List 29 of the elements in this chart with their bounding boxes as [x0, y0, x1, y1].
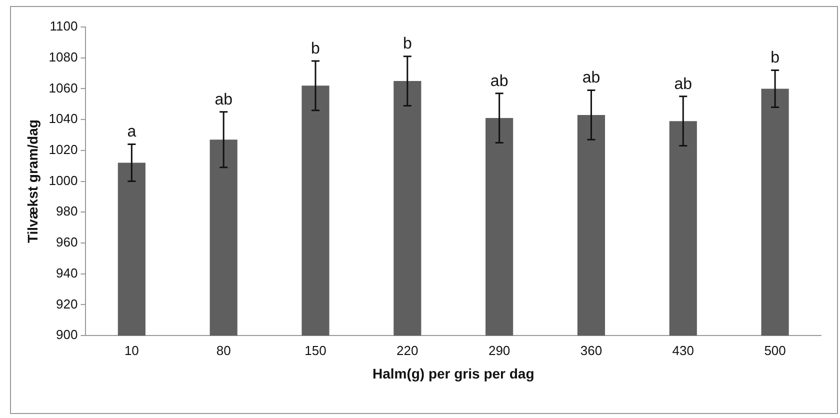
y-axis-title: Tilvækst gram/dag — [24, 120, 40, 244]
x-tick-label: 220 — [396, 342, 418, 358]
y-tick-label: 1100 — [50, 18, 78, 34]
y-tick-label: 1060 — [48, 80, 78, 96]
x-axis-title: Halm(g) per gris per dag — [372, 365, 534, 382]
y-tick-label: 1000 — [48, 172, 78, 188]
x-tick-label: 430 — [672, 342, 694, 358]
y-tick-label: 1020 — [48, 142, 78, 158]
y-tick-label: 1040 — [48, 111, 78, 126]
annotation: a — [127, 124, 136, 141]
x-tick-label: 80 — [216, 342, 231, 358]
annotation: ab — [490, 72, 508, 90]
annotation: b — [402, 36, 412, 53]
y-tick-label: 960 — [56, 234, 78, 250]
annotation: ab — [214, 91, 233, 108]
x-tick-label: 150 — [304, 342, 326, 358]
y-tick-label: 940 — [56, 265, 78, 280]
y-tick-label: 920 — [56, 296, 78, 312]
x-tick-label: 500 — [764, 342, 786, 358]
x-tick-label: 290 — [488, 342, 510, 358]
x-tick-label: 360 — [580, 342, 602, 358]
y-tick-label: 1080 — [48, 49, 78, 64]
annotation: b — [311, 40, 320, 58]
y-tick-label: 900 — [56, 327, 78, 342]
annotation: b — [770, 50, 780, 67]
annotation: ab — [674, 76, 692, 93]
y-tick-label: 980 — [56, 204, 78, 219]
annotation: ab — [582, 70, 600, 87]
x-tick-label: 10 — [124, 342, 139, 358]
